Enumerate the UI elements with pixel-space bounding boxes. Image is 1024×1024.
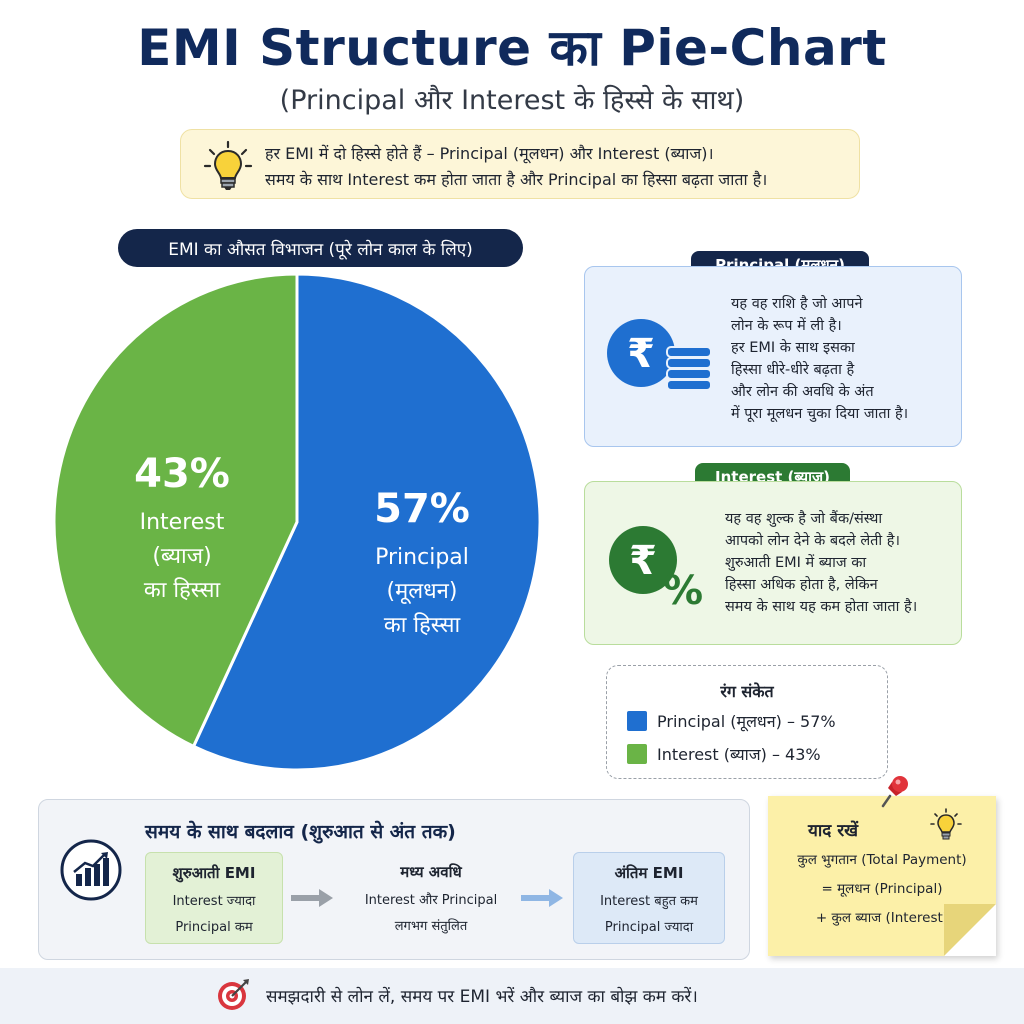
page-title: EMI Structure का Pie-Chart (137, 19, 887, 77)
rupee-percent-icon: ₹ % (609, 526, 703, 610)
pie-label-line-principal: का हिस्सा (384, 612, 461, 638)
stage-middle: मध्य अवधि Interest और Principal लगभग संत… (339, 852, 523, 944)
footer-text: समझदारी से लोन लें, समय पर EMI भरें और ब… (266, 987, 698, 1007)
lightbulb-icon (930, 808, 962, 840)
principal-card: ₹ यह वह राशि है जो आपने लोन के रूप में ल… (584, 266, 962, 447)
chart-title-pill: EMI का औसत विभाजन (पूरे लोन काल के लिए) (118, 229, 523, 267)
stage-start: शुरुआती EMI Interest ज्यादा Principal कम (145, 852, 283, 944)
legend-swatch-interest (627, 744, 647, 764)
growth-chart-icon (60, 839, 122, 901)
stage-middle-line-2: लगभग संतुलित (394, 919, 468, 934)
pushpin-icon (881, 776, 908, 808)
legend-title: रंग संकेत (720, 682, 774, 701)
note-title: याद रखें (808, 821, 859, 841)
pie-chart: 57% Principal (मूलधन) का हिस्सा 43% Interest (… (52, 272, 542, 772)
legend-label-interest: Interest (ब्याज) – 43% (657, 745, 821, 764)
timeline-title: समय के साथ बदलाव (शुरुआत से अंत तक) (145, 821, 456, 843)
pie-label-line-principal: (मूलधन) (387, 579, 458, 605)
timeline-box: समय के साथ बदलाव (शुरुआत से अंत तक) शुरु… (38, 799, 750, 960)
arrow-right-icon (521, 889, 563, 907)
page-subtitle: (Principal और Interest के हिस्से के साथ) (279, 85, 745, 116)
pie-label-line-principal: Principal (375, 545, 469, 570)
principal-card-text: यह वह राशि है जो आपने लोन के रूप में ली … (731, 296, 909, 422)
legend-item-principal: Principal (मूलधन) – 57% (627, 710, 836, 732)
stage-end-line-2: Principal ज्यादा (604, 920, 694, 935)
stage-middle-title: मध्य अवधि (400, 863, 462, 881)
stage-end-line-1: Interest बहुत कम (600, 894, 698, 909)
note-folded-corner (944, 904, 996, 956)
pie-label-pct-principal: 57% (374, 486, 470, 532)
info-box: हर EMI में दो हिस्से होते हैं – Principa… (180, 129, 860, 199)
pie-label-line-interest: Interest (140, 510, 225, 535)
svg-text:%: % (663, 568, 703, 610)
interest-card: ₹ % यह वह शुल्क है जो बैंक/संस्था आपको ल… (584, 481, 962, 645)
arrow-right-icon (291, 889, 333, 907)
info-line-1: हर EMI में दो हिस्से होते हैं – Principa… (265, 144, 714, 163)
stage-start-title: शुरुआती EMI (172, 864, 256, 882)
stage-start-line-2: Principal कम (175, 920, 253, 935)
pie-label-pct-interest: 43% (134, 451, 230, 497)
lightbulb-icon (203, 140, 253, 190)
stage-end: अंतिम EMI Interest बहुत कम Principal ज्य… (573, 852, 725, 944)
stage-middle-line-1: Interest और Principal (364, 893, 498, 908)
target-icon (218, 979, 249, 1010)
interest-card-text: यह वह शुल्क है जो बैंक/संस्था आपको लोन द… (725, 511, 918, 615)
info-line-2: समय के साथ Interest कम होता जाता है और P… (265, 170, 768, 189)
legend-label-principal: Principal (मूलधन) – 57% (657, 712, 836, 731)
pie-label-line-interest: का हिस्सा (144, 577, 221, 603)
note-line-3: + कुल ब्याज (Interest) (815, 910, 949, 926)
legend-box: रंग संकेत Principal (मूलधन) – 57% Intere… (606, 665, 888, 779)
sticky-note: याद रखें कुल भुगतान (Total Payment) = मू… (768, 796, 996, 956)
pie-slice-interest (52, 272, 299, 749)
legend-item-interest: Interest (ब्याज) – 43% (627, 743, 821, 765)
note-line-1: कुल भुगतान (Total Payment) (797, 852, 967, 868)
pie-slice-principal (191, 272, 542, 772)
svg-text:₹: ₹ (627, 331, 655, 377)
footer-bar: समझदारी से लोन लें, समय पर EMI भरें और ब… (0, 968, 1024, 1024)
stage-start-line-1: Interest ज्यादा (172, 894, 256, 909)
rupee-coins-icon: ₹ (607, 319, 712, 391)
pie-label-line-interest: (ब्याज) (152, 544, 211, 569)
svg-text:₹: ₹ (629, 538, 657, 584)
stage-end-title: अंतिम EMI (614, 864, 684, 882)
legend-swatch-principal (627, 711, 647, 731)
note-line-2: = मूलधन (Principal) (821, 881, 943, 897)
